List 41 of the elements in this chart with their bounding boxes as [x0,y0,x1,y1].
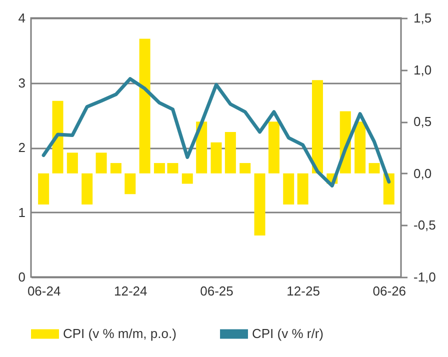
bar [52,100,64,174]
y2-tick-label: 1,5 [414,10,432,26]
bar [297,173,308,204]
y-tick-label: 0 [18,270,26,284]
y2-tick-label: 0,5 [414,114,432,130]
bar [139,38,150,174]
x-tick-label: 12-24 [114,284,148,298]
bar [254,173,266,236]
line-series [42,77,391,188]
bar [368,163,380,174]
y2-tick-label: -0,5 [414,218,436,233]
x-tick-label: 06-24 [27,284,61,298]
bar [283,173,294,204]
bar [224,132,236,174]
legend-label: CPI (v % m/m, p.o.) [63,326,176,341]
y-tick-label: 2 [18,140,26,155]
bar [38,173,50,204]
x-tick-label: 06-25 [200,284,234,298]
bar [124,173,136,194]
bar [196,122,208,174]
y2-tick-label: 1,0 [414,62,432,78]
bar [312,80,323,174]
bar [240,163,251,174]
x-tick-label: 06-26 [372,284,406,298]
y2-tick-label: 0,0 [414,166,432,181]
bar [154,163,165,174]
bar [66,152,78,174]
y-tick-label: 3 [18,75,26,90]
bar [96,152,107,174]
bar [182,173,193,184]
bar [354,122,366,174]
y2-tick-label: -1,0 [414,270,436,284]
y-tick-label: 1 [18,204,26,220]
x-tick-label: 12-25 [286,284,320,298]
bar [82,173,93,204]
bar [210,142,222,174]
y-tick-label: 4 [18,10,26,26]
bar [167,163,178,174]
bar [268,122,280,174]
bar [110,163,122,174]
legend-label: CPI (v % r/r) [252,326,324,341]
